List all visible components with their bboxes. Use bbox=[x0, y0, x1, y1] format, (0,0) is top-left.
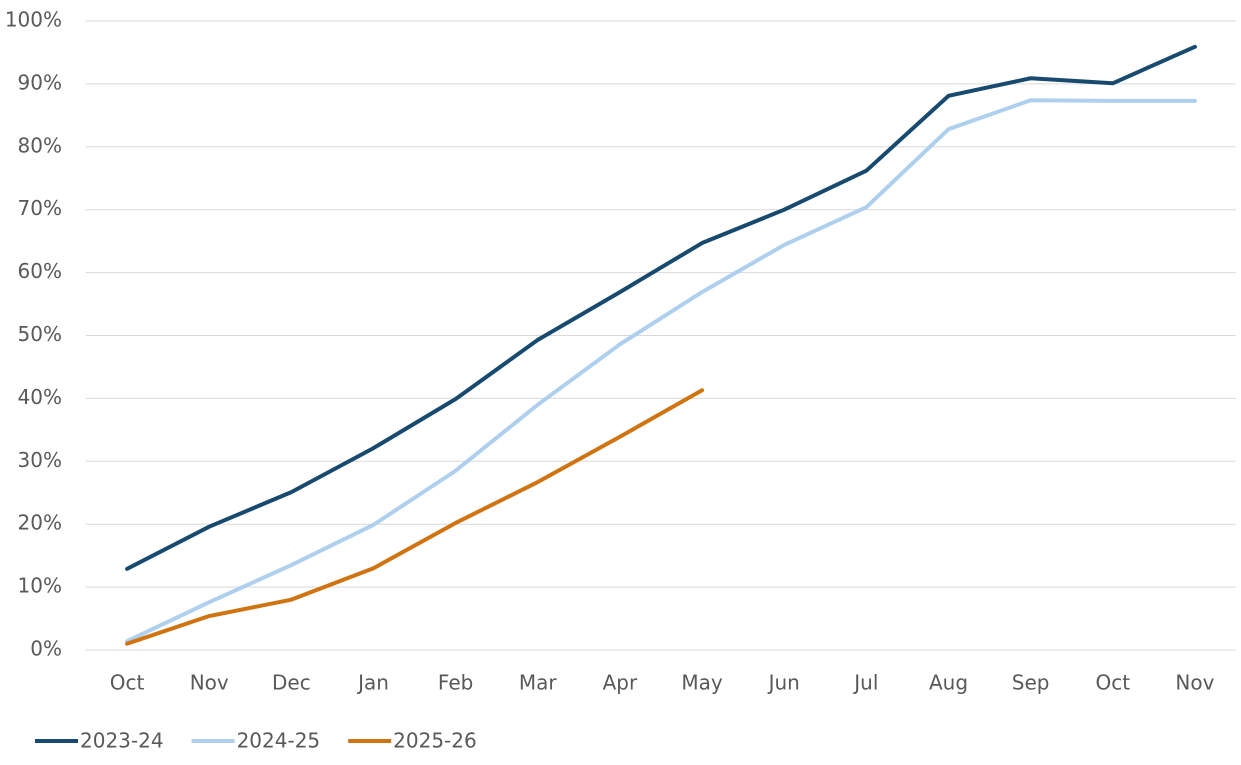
x-tick-label: Jul bbox=[852, 671, 878, 695]
y-tick-label: 50% bbox=[18, 322, 62, 346]
y-tick-label: 80% bbox=[18, 133, 62, 157]
x-tick-label: Jun bbox=[767, 671, 800, 695]
x-tick-label: Oct bbox=[110, 671, 145, 695]
x-tick-label: Nov bbox=[190, 671, 229, 695]
y-tick-label: 100% bbox=[5, 8, 62, 32]
legend-label: 2024-25 bbox=[237, 729, 321, 753]
x-tick-label: Feb bbox=[438, 671, 473, 695]
legend-label: 2025-26 bbox=[393, 729, 477, 753]
x-tick-label: Oct bbox=[1095, 671, 1130, 695]
series-line bbox=[125, 388, 705, 646]
y-tick-label: 20% bbox=[18, 511, 62, 535]
y-tick-label: 70% bbox=[18, 196, 62, 220]
x-tick-label: May bbox=[681, 671, 723, 695]
series-line bbox=[125, 98, 1197, 644]
y-tick-label: 40% bbox=[18, 385, 62, 409]
y-tick-label: 30% bbox=[18, 448, 62, 472]
y-tick-label: 0% bbox=[30, 637, 62, 661]
y-tick-label: 90% bbox=[18, 70, 62, 94]
y-tick-label: 60% bbox=[18, 259, 62, 283]
legend-label: 2023-24 bbox=[80, 729, 164, 753]
x-tick-label: Aug bbox=[929, 671, 968, 695]
x-tick-label: Sep bbox=[1012, 671, 1050, 695]
x-tick-label: Mar bbox=[519, 671, 558, 695]
x-tick-label: Dec bbox=[272, 671, 311, 695]
y-tick-label: 10% bbox=[18, 574, 62, 598]
x-tick-label: Nov bbox=[1175, 671, 1214, 695]
series-line bbox=[125, 44, 1197, 571]
x-tick-label: Jan bbox=[356, 671, 389, 695]
x-tick-label: Apr bbox=[603, 671, 638, 695]
